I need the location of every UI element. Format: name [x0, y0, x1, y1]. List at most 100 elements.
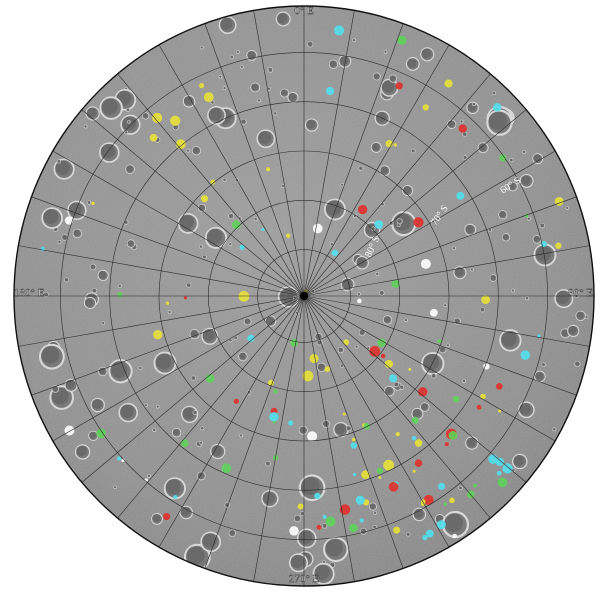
crater: [552, 427, 557, 432]
crater: [199, 244, 203, 249]
crater: [267, 67, 274, 73]
label-lon-90: 90° E: [568, 287, 593, 299]
crater: [509, 158, 514, 163]
deposit-green: [497, 477, 508, 488]
crater: [379, 290, 385, 296]
deposit-green: [273, 455, 279, 461]
crater: [508, 181, 518, 192]
crater: [575, 310, 586, 321]
crater: [275, 11, 291, 27]
crater: [189, 328, 200, 340]
deposit-red: [476, 404, 482, 410]
deposit-yellow: [498, 409, 502, 413]
deposit-cyan: [422, 534, 428, 541]
south-pole-marker: [300, 292, 308, 300]
crater: [396, 223, 401, 228]
deposit-red: [495, 383, 503, 390]
deposit-green: [221, 463, 232, 474]
crater: [498, 210, 508, 220]
deposit-cyan: [322, 514, 327, 519]
crater: [57, 240, 62, 244]
meridian-line: [81, 109, 305, 297]
crater: [117, 283, 122, 288]
meridian-line: [303, 295, 355, 582]
deposit-white: [289, 526, 299, 536]
crater: [253, 217, 258, 221]
crater: [399, 384, 405, 390]
deposit-yellow: [449, 497, 455, 504]
deposit-green: [473, 483, 478, 488]
deposit-green: [376, 467, 384, 474]
deposit-cyan: [436, 520, 446, 530]
crater: [222, 178, 227, 183]
deposit-yellow: [444, 79, 453, 88]
crater: [477, 142, 489, 154]
crater: [533, 243, 557, 267]
crater: [328, 59, 339, 69]
crater: [452, 246, 456, 251]
deposit-green: [231, 220, 241, 230]
crater: [389, 74, 397, 83]
crater: [233, 335, 238, 341]
crater: [479, 307, 486, 313]
deposit-white: [452, 533, 457, 539]
crater: [296, 528, 317, 549]
deposit-red: [380, 353, 386, 359]
crater: [210, 443, 226, 460]
crater: [85, 106, 100, 121]
deposit-yellow: [199, 83, 205, 89]
crater: [151, 513, 163, 525]
deposit-yellow: [152, 112, 163, 123]
crater: [74, 444, 91, 460]
deposit-yellow: [265, 167, 271, 172]
crater: [126, 107, 130, 112]
crater: [108, 359, 133, 384]
crater-layer: [38, 11, 589, 585]
crater: [499, 329, 522, 352]
crater: [501, 233, 511, 242]
deposit-yellow: [175, 139, 186, 150]
deposit-cyan: [334, 25, 345, 36]
deposit-cyan: [488, 454, 499, 464]
deposit-yellow: [170, 115, 181, 126]
crater: [441, 510, 470, 539]
deposit-yellow: [412, 469, 416, 473]
crater: [98, 366, 108, 377]
graticule: [14, 6, 594, 586]
crater: [453, 266, 467, 280]
crater: [90, 397, 105, 413]
crater: [458, 485, 463, 491]
crater: [87, 200, 92, 205]
deposit-yellow: [555, 242, 562, 249]
deposit-cyan: [389, 374, 398, 383]
crater: [462, 155, 468, 160]
crater: [300, 511, 305, 516]
deposit-cyan: [261, 227, 265, 232]
crater: [539, 222, 545, 229]
crater: [465, 436, 479, 450]
crater: [534, 370, 546, 383]
crater: [200, 531, 222, 553]
crater: [246, 50, 258, 61]
crater: [412, 507, 427, 522]
feature-layer: [40, 25, 564, 541]
deposit-cyan: [411, 435, 417, 441]
crater: [464, 223, 477, 236]
deposit-cyan: [502, 463, 513, 474]
deposit-yellow: [384, 359, 394, 369]
crater: [554, 289, 574, 309]
deposit-cyan: [355, 495, 365, 505]
crater: [382, 315, 393, 325]
crater: [186, 148, 190, 153]
crater: [210, 100, 215, 105]
deposit-green: [325, 516, 336, 527]
deposit-yellow: [153, 330, 163, 340]
crater: [370, 141, 382, 153]
deposit-yellow: [342, 412, 346, 416]
crater: [240, 118, 247, 125]
deposit-white: [307, 431, 318, 442]
crater: [316, 362, 327, 373]
meridian-line: [52, 150, 305, 297]
